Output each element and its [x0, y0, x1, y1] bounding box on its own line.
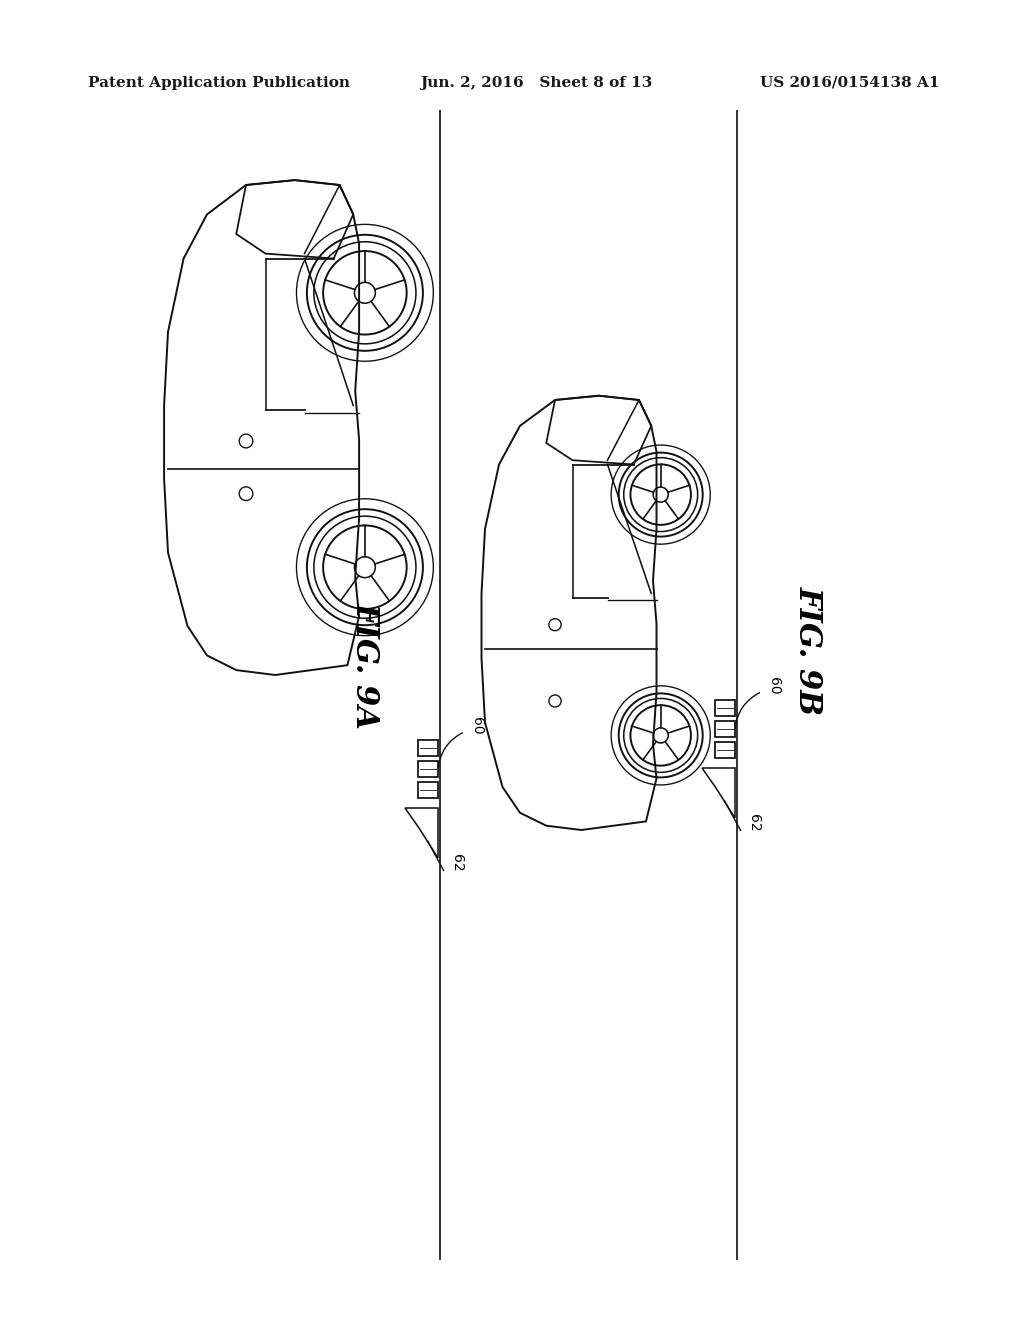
Text: 62: 62 [450, 854, 464, 871]
Bar [715, 742, 735, 758]
Bar [715, 700, 735, 715]
Bar [418, 741, 438, 756]
Text: FIG. 9B: FIG. 9B [793, 586, 823, 714]
Bar [418, 781, 438, 799]
Text: 60: 60 [767, 677, 781, 694]
Text: Patent Application Publication: Patent Application Publication [88, 77, 350, 90]
Bar [418, 762, 438, 777]
Text: US 2016/0154138 A1: US 2016/0154138 A1 [761, 77, 940, 90]
Text: 60: 60 [470, 717, 484, 734]
Text: 62: 62 [746, 814, 761, 832]
Text: Jun. 2, 2016   Sheet 8 of 13: Jun. 2, 2016 Sheet 8 of 13 [420, 77, 652, 90]
Bar [715, 721, 735, 737]
Text: FIG. 9A: FIG. 9A [349, 602, 381, 729]
